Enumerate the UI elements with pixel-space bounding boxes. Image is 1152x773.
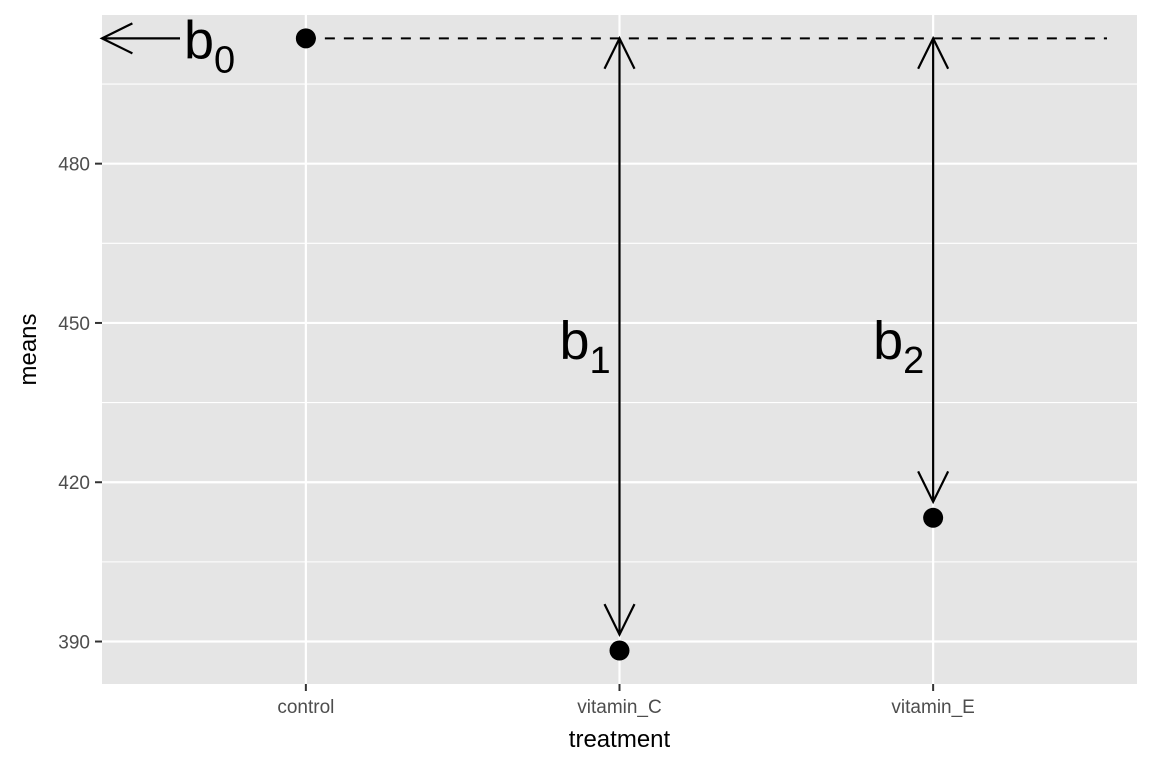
data-point-vitamin_C <box>609 640 630 661</box>
data-point-control <box>295 28 316 49</box>
x-tick-label: vitamin_E <box>891 697 974 718</box>
coef-arrow-head-top-1 <box>603 35 636 70</box>
data-points <box>295 28 944 661</box>
coefficient-labels: b0 b1 b2 <box>184 10 924 382</box>
x-tick-label: control <box>277 697 334 718</box>
coef-label-b2: b2 <box>873 311 924 382</box>
y-tick-label: 390 <box>58 633 90 654</box>
coefficient-arrows <box>99 22 950 638</box>
x-axis-title: treatment <box>569 726 671 753</box>
y-tick-label: 420 <box>58 473 90 494</box>
coef-arrow-head-top-2 <box>917 35 950 70</box>
y-axis-title: means <box>15 313 42 385</box>
coef-arrow-head-bottom-2 <box>917 470 950 505</box>
coef-arrow-head-bottom-1 <box>603 603 636 638</box>
x-tick-label: vitamin_C <box>577 697 661 718</box>
coef-label-b1: b1 <box>560 311 611 382</box>
y-tick-label: 480 <box>58 155 90 176</box>
y-axis: 390 420 450 480 <box>58 155 102 654</box>
b0-arrow-head <box>99 22 133 55</box>
x-axis: control vitamin_C vitamin_E <box>277 684 975 718</box>
data-point-vitamin_E <box>923 507 944 528</box>
coef-label-b0: b0 <box>184 10 235 81</box>
y-tick-label: 450 <box>58 314 90 335</box>
